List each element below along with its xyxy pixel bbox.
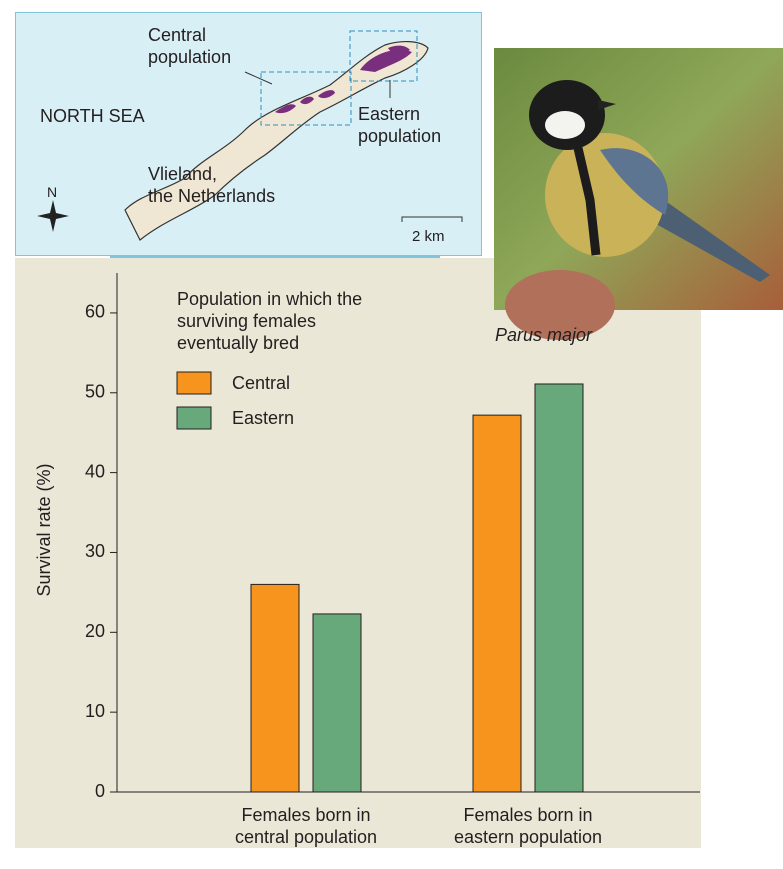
legend-swatch	[176, 406, 212, 430]
bar	[312, 613, 362, 793]
x-tick-label: Females born in central population	[234, 805, 378, 847]
y-tick-label: 0	[95, 781, 105, 801]
y-tick-label: 10	[85, 701, 105, 721]
text-line: Eastern	[358, 104, 421, 124]
bar	[250, 583, 300, 793]
perch	[505, 270, 615, 340]
map-label: Eastern population	[358, 103, 441, 147]
bar	[472, 414, 522, 793]
map-label: Vlieland, the Netherlands	[148, 163, 275, 207]
scale-label: 2 km	[412, 228, 445, 245]
y-tick-label: 20	[85, 621, 105, 641]
scale-bar	[401, 216, 463, 222]
map-label: Central population	[148, 24, 231, 68]
bird-beak	[598, 100, 616, 110]
central-box	[260, 71, 352, 126]
bird-wing	[600, 148, 669, 215]
legend-swatch	[176, 371, 212, 395]
bird-cheek	[545, 111, 585, 139]
eastern-box	[349, 30, 418, 82]
compass-label: N	[47, 184, 58, 200]
text-line: population	[358, 126, 442, 146]
bird-stripe	[573, 146, 601, 256]
bar	[534, 383, 584, 793]
text-line: Central	[148, 25, 207, 45]
y-tick-label: 40	[85, 461, 105, 481]
y-tick-label: 60	[85, 302, 105, 322]
leader	[244, 71, 273, 85]
y-axis-label: Survival rate (%)	[34, 463, 54, 596]
bird-tail	[640, 190, 770, 282]
text-line: the Netherlands	[148, 186, 276, 206]
annotation: Parus major	[495, 325, 593, 345]
population-patch	[275, 45, 412, 114]
map-label: NORTH SEA	[40, 106, 145, 126]
legend-label: Central	[232, 373, 290, 393]
y-tick-label: 30	[85, 541, 105, 561]
legend-title: Population in which the surviving female…	[177, 289, 363, 353]
x-tick-label: Females born in eastern population	[453, 805, 603, 847]
legend-label: Eastern	[232, 408, 294, 428]
text-line: Vlieland,	[148, 164, 218, 184]
text-line: population	[148, 47, 232, 67]
compass	[37, 200, 69, 232]
island	[124, 41, 429, 241]
y-tick-label: 50	[85, 382, 105, 402]
